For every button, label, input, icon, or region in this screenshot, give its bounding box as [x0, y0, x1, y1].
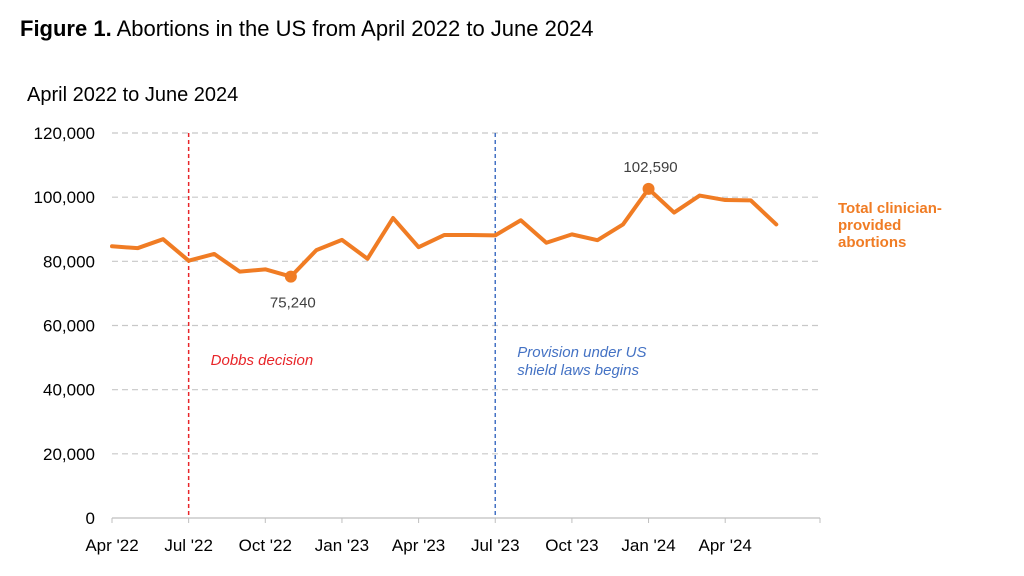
x-tick-label: Apr '24 [699, 536, 752, 555]
labels: 75,240 102,590 Total clinician-provided abo… [270, 159, 942, 312]
dobbs-decision-label: Dobbs decision [211, 352, 314, 369]
y-tick-label: 40,000 [43, 381, 95, 400]
figure-number: Figure 1. [20, 16, 112, 41]
series-label: Total clinician-provided abortions [838, 200, 942, 251]
y-tick-label: 0 [86, 509, 95, 528]
data-label: 75,240 [270, 295, 316, 312]
annotations: Dobbs decision Provision under US shield l… [187, 133, 646, 518]
x-tick-label: Jul '23 [471, 536, 520, 555]
x-tick-label: Jan '23 [315, 536, 369, 555]
axes: 0 20,000 40,000 60,000 80,000 100,000 120,000 A… [34, 124, 821, 555]
x-tick-label: Apr '23 [392, 536, 445, 555]
y-tick-label: 60,000 [43, 317, 95, 336]
x-tick-label: Oct '23 [545, 536, 598, 555]
x-tick-label: Jul '22 [164, 536, 213, 555]
shield-law-label: Provision under US shield laws begins [517, 344, 646, 379]
x-tick-label: Oct '22 [239, 536, 292, 555]
series [110, 182, 779, 283]
y-tick-label: 100,000 [34, 188, 95, 207]
y-tick-label: 120,000 [34, 124, 95, 143]
y-tick-label: 80,000 [43, 252, 95, 271]
x-tick-label: Jan '24 [621, 536, 675, 555]
data-label: 102,590 [623, 159, 677, 176]
figure-title-text: Abortions in the US from April 2022 to J… [116, 16, 594, 41]
data-point-marker [642, 182, 655, 195]
series-line [110, 186, 779, 279]
x-tick-label: Apr '22 [85, 536, 138, 555]
y-tick-label: 20,000 [43, 445, 95, 464]
gridlines [112, 132, 820, 455]
chart-subtitle: April 2022 to June 2024 [27, 84, 239, 106]
figure-title: Figure 1. Abortions in the US from April… [20, 16, 594, 42]
data-point-marker [284, 270, 297, 283]
